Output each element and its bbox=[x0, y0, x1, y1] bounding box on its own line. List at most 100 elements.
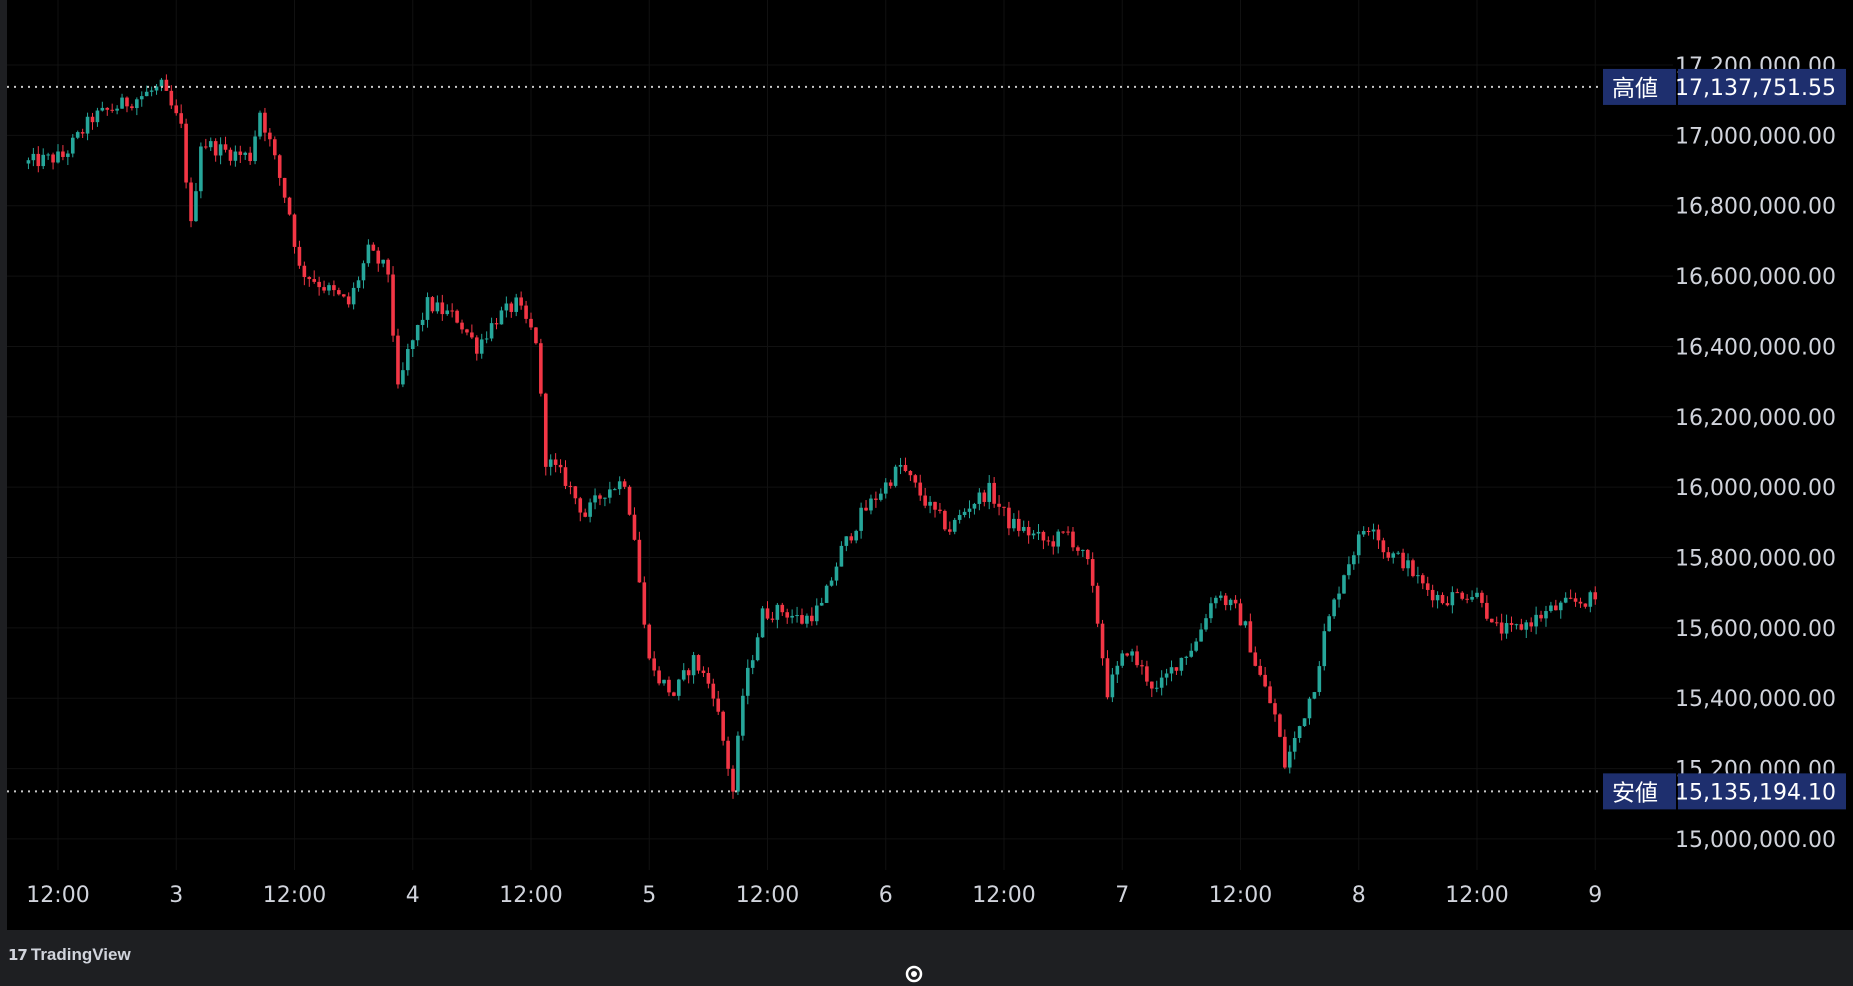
candle-body bbox=[435, 302, 440, 312]
candle-body bbox=[814, 605, 819, 622]
candle-body bbox=[1327, 616, 1331, 632]
x-tick-label: 6 bbox=[879, 883, 893, 908]
candle-body bbox=[297, 246, 302, 266]
candle-body bbox=[401, 370, 405, 385]
candle-body bbox=[1273, 703, 1277, 715]
candle-body bbox=[652, 658, 656, 671]
candle-body bbox=[1238, 603, 1243, 626]
candle-body bbox=[1485, 602, 1489, 619]
candle-body bbox=[361, 263, 366, 281]
candle-body bbox=[957, 515, 962, 520]
candle-body bbox=[1154, 687, 1159, 689]
candle-body bbox=[1179, 657, 1184, 671]
candle-body bbox=[982, 492, 987, 502]
y-tick-label: 15,800,000.00 bbox=[1675, 547, 1836, 572]
candle-body bbox=[312, 279, 317, 282]
candle-body bbox=[593, 495, 597, 503]
candle-body bbox=[1563, 597, 1568, 603]
candle-body bbox=[1499, 622, 1504, 634]
candle-body bbox=[1095, 585, 1100, 624]
candle-body bbox=[1494, 622, 1499, 624]
candle-body bbox=[933, 501, 937, 510]
candle-body bbox=[997, 503, 1001, 507]
candle-body bbox=[1416, 575, 1420, 577]
candle-body bbox=[460, 322, 464, 330]
candle-body bbox=[125, 97, 129, 107]
candle-body bbox=[130, 106, 134, 109]
candle-body bbox=[144, 91, 149, 97]
candle-body bbox=[913, 475, 918, 483]
candle-body bbox=[987, 482, 992, 502]
tradingview-logo-icon: 17 bbox=[8, 946, 28, 964]
candle-body bbox=[1243, 621, 1248, 626]
candle-body bbox=[410, 340, 415, 350]
candle-body bbox=[736, 735, 740, 792]
price-marker-tag-bg bbox=[1603, 68, 1676, 105]
candle-body bbox=[642, 582, 647, 625]
candle-body bbox=[1312, 692, 1317, 699]
candle-body bbox=[199, 146, 203, 192]
candle-body bbox=[1046, 540, 1051, 542]
candle-body bbox=[745, 667, 750, 696]
candle-body bbox=[741, 695, 745, 736]
candle-body bbox=[26, 160, 31, 164]
candle-body bbox=[578, 498, 583, 513]
candle-body bbox=[573, 486, 578, 499]
candle-body bbox=[268, 132, 272, 140]
candle-body bbox=[396, 335, 400, 385]
candle-body bbox=[218, 144, 223, 156]
candle-body bbox=[716, 698, 721, 712]
candle-body bbox=[381, 259, 385, 264]
candle-body bbox=[696, 655, 701, 671]
candle-body bbox=[1519, 624, 1524, 630]
candle-body bbox=[85, 116, 90, 134]
candle-body bbox=[332, 285, 336, 291]
y-tick-label: 15,400,000.00 bbox=[1675, 687, 1836, 712]
x-tick-label: 12:00 bbox=[972, 883, 1035, 908]
candle-body bbox=[61, 151, 65, 157]
candle-body bbox=[583, 512, 587, 517]
candle-body bbox=[327, 285, 331, 291]
candle-body bbox=[824, 585, 829, 603]
candle-body bbox=[317, 281, 321, 288]
candle-body bbox=[519, 297, 523, 306]
candle-body bbox=[1085, 549, 1090, 560]
candle-body bbox=[366, 244, 371, 264]
candle-body bbox=[829, 580, 834, 586]
candle-body bbox=[864, 507, 868, 511]
candle-body bbox=[1450, 592, 1455, 606]
x-tick-label: 12:00 bbox=[263, 883, 326, 908]
y-tick-label: 16,000,000.00 bbox=[1675, 476, 1836, 501]
candle-body bbox=[1504, 623, 1509, 634]
candle-body bbox=[208, 141, 213, 148]
y-tick-label: 15,600,000.00 bbox=[1675, 617, 1836, 642]
candle-body bbox=[1366, 530, 1371, 532]
candle-body bbox=[903, 464, 908, 471]
candle-body bbox=[874, 498, 878, 500]
candle-body bbox=[1302, 718, 1307, 727]
candle-body bbox=[805, 615, 809, 624]
candle-body bbox=[1425, 583, 1430, 590]
candle-body bbox=[277, 155, 282, 178]
candle-body bbox=[1411, 560, 1415, 577]
candle-body bbox=[70, 137, 75, 154]
candle-body bbox=[1214, 597, 1218, 604]
candle-body bbox=[1066, 531, 1070, 533]
candle-body bbox=[1465, 598, 1469, 600]
candle-body bbox=[529, 318, 533, 328]
candle-body bbox=[1150, 681, 1154, 689]
candle-body bbox=[1489, 618, 1494, 623]
x-tick-label: 12:00 bbox=[1209, 883, 1272, 908]
candle-body bbox=[258, 112, 262, 137]
candle-body bbox=[608, 489, 612, 498]
candle-body bbox=[558, 464, 563, 468]
candle-body bbox=[1386, 552, 1391, 558]
candle-body bbox=[243, 152, 248, 155]
candle-body bbox=[888, 482, 893, 486]
candle-body bbox=[66, 153, 70, 157]
candle-body bbox=[272, 139, 277, 156]
candle-body bbox=[1145, 666, 1149, 682]
candle-body bbox=[662, 679, 666, 684]
